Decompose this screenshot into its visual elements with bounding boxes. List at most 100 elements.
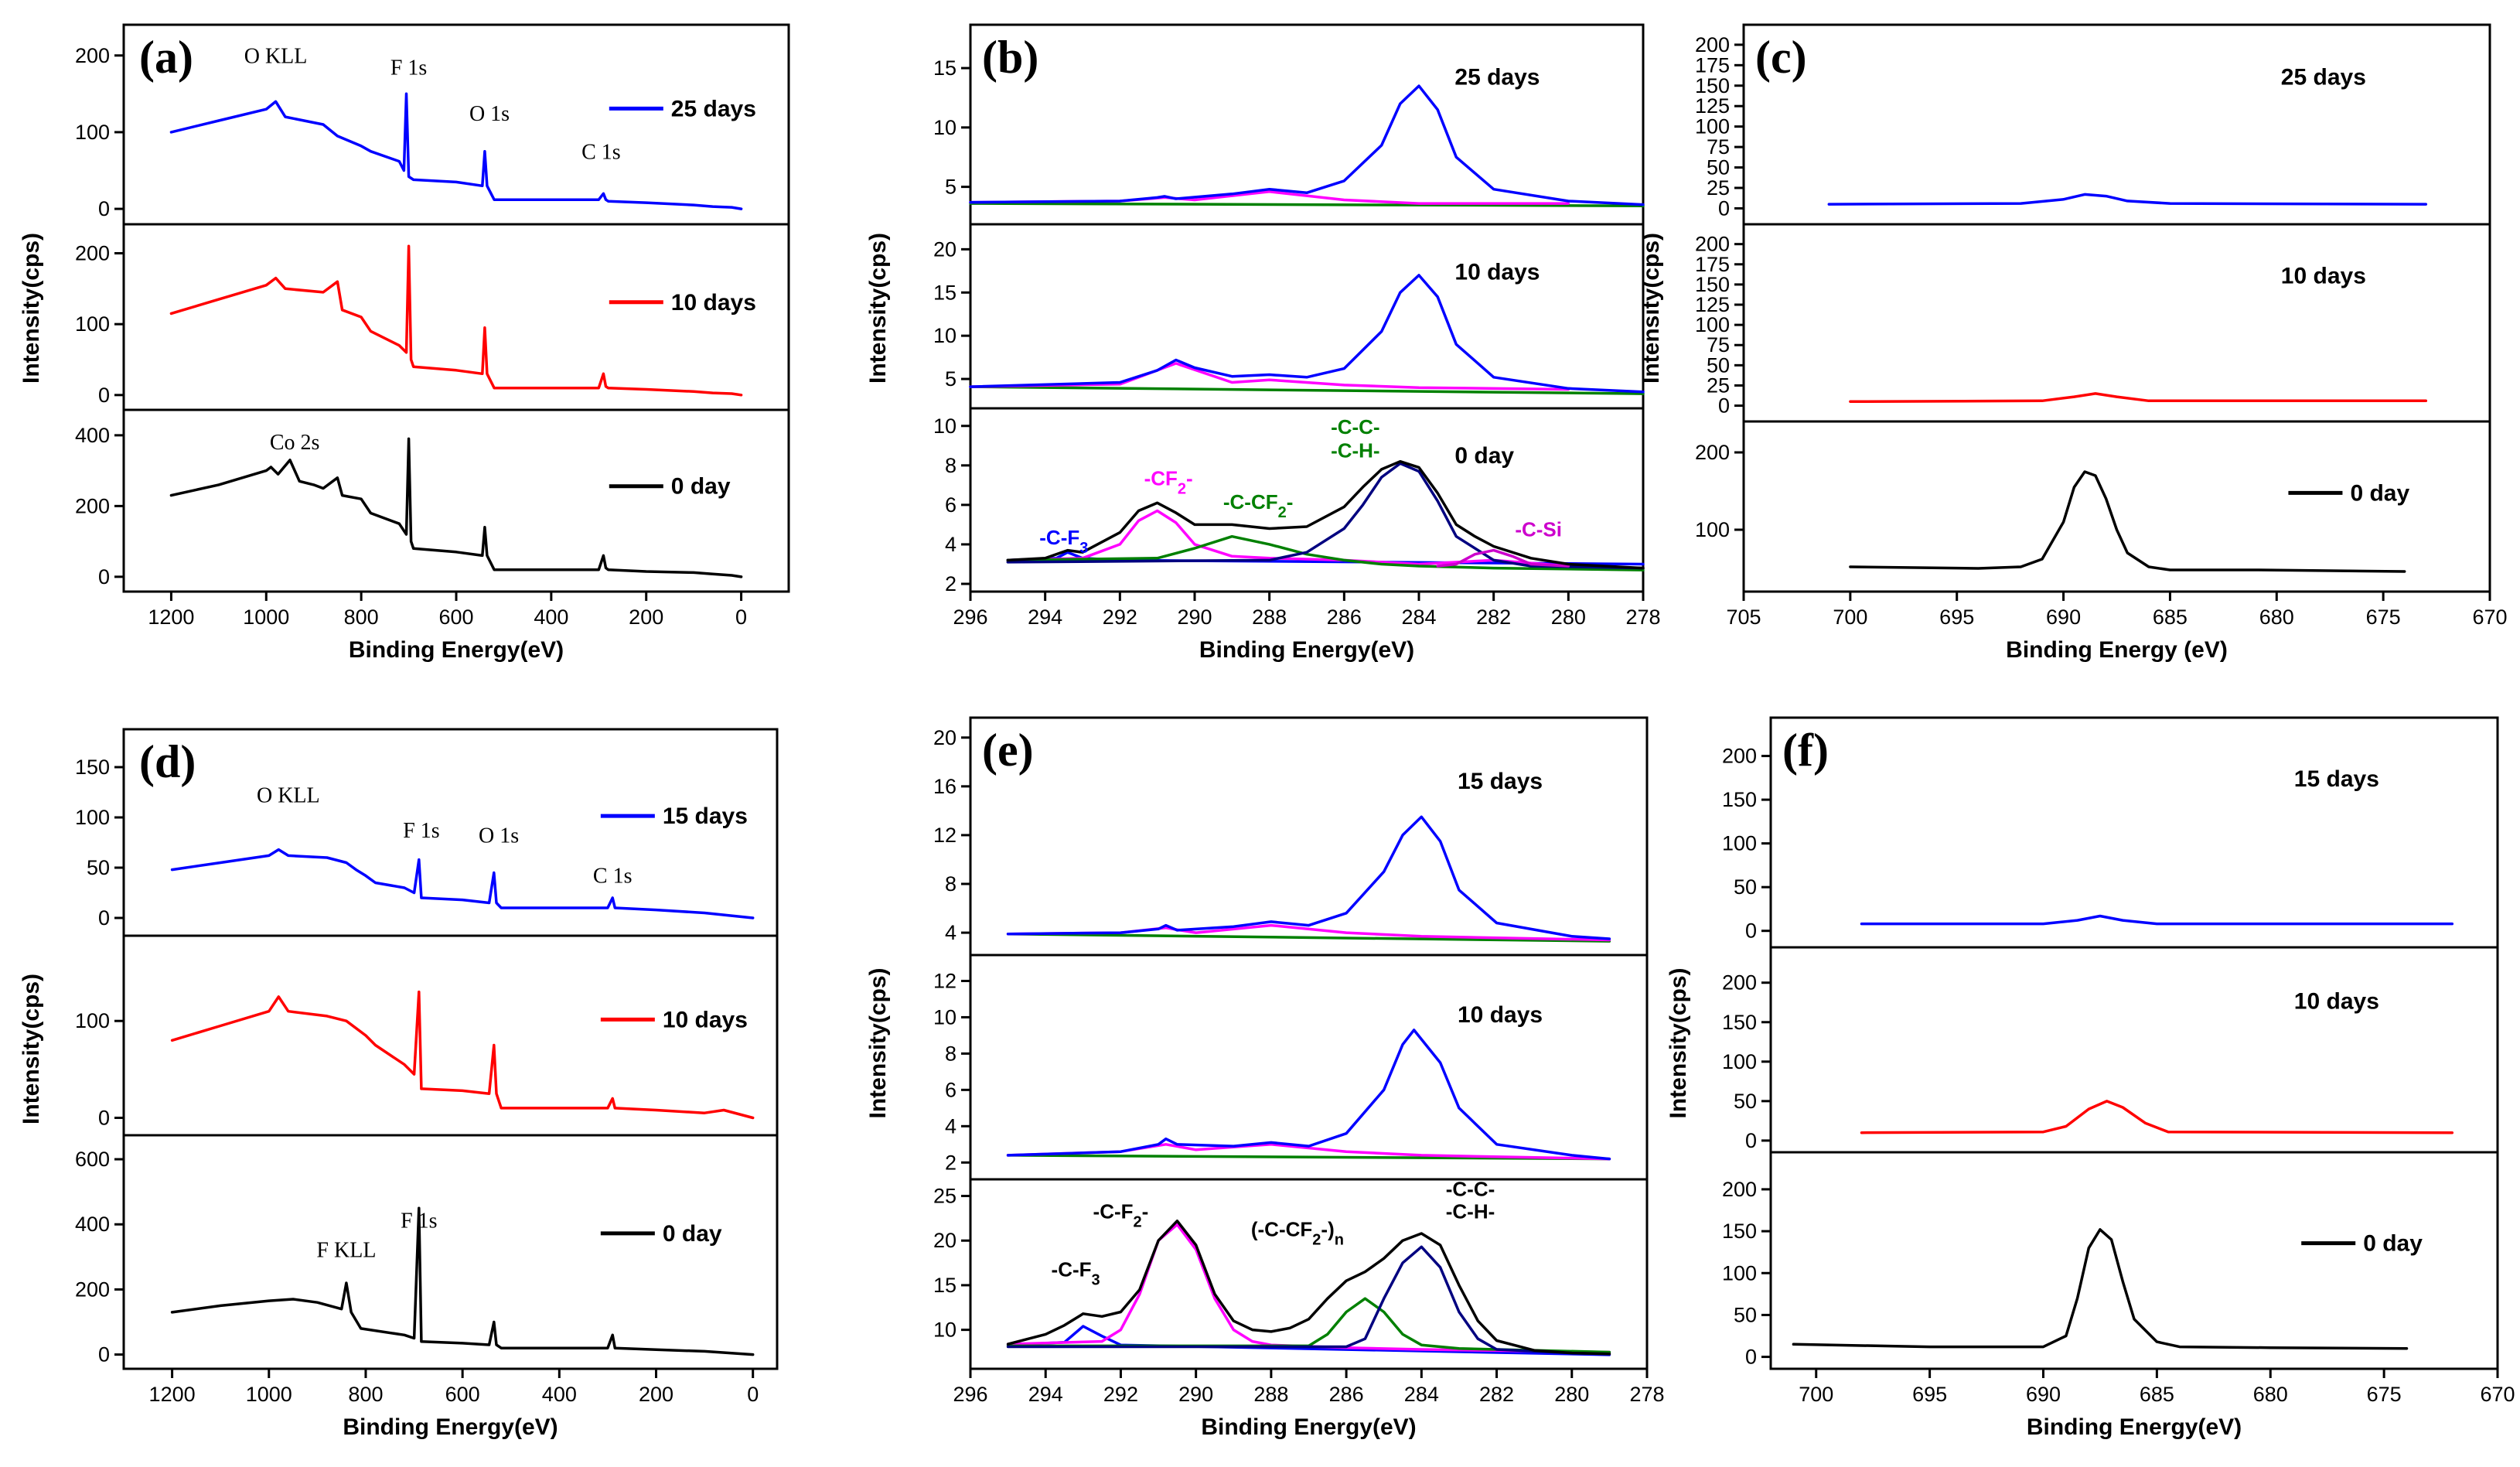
plot-frame	[122, 728, 779, 1370]
y-tick-label: 5	[945, 176, 957, 199]
y-tick-label: 50	[1707, 156, 1730, 179]
y-axis-title: Intensity(cps)	[865, 233, 891, 384]
peak-annotation: O 1s	[479, 824, 519, 848]
series-10-days	[169, 244, 743, 397]
x-tick-label: 600	[438, 606, 473, 629]
x-axis-title: Binding Energy(eV)	[1201, 1414, 1416, 1440]
x-tick-label: 280	[1554, 1383, 1589, 1406]
y-axis-title: Intensity(cps)	[19, 233, 44, 384]
subplot-f-3: 0 50 100 150 200 0 day	[1722, 1151, 2498, 1369]
x-tick-label: 292	[1103, 606, 1137, 629]
subplot-a-1: 0 100 200 25 days O KLL F 1s O 1s C 1s	[75, 44, 756, 220]
series-0-day	[169, 437, 743, 578]
x-tick-label: 695	[1939, 606, 1974, 629]
y-tick-label: 100	[1695, 115, 1730, 138]
panel-b: 5 10 15 25 days 5 10 15 20 10 days 2 4 6 8 10 0 day -C-…	[865, 23, 1661, 663]
x-tick-label: 200	[629, 606, 663, 629]
y-tick-label: 125	[1695, 94, 1730, 118]
y-tick-label: 6	[945, 1078, 957, 1101]
x-tick-label: 700	[1833, 606, 1867, 629]
y-axis-title: Intensity(cps)	[1666, 967, 1691, 1118]
y-tick-label: 20	[933, 1229, 957, 1252]
y-tick-label: 2	[945, 572, 957, 595]
x-tick-label: 0	[735, 606, 747, 629]
peak-annotation: -C-F3	[1052, 1257, 1100, 1288]
y-tick-label: 6	[945, 493, 957, 517]
series-total	[969, 274, 1645, 394]
x-tick-label: 695	[1912, 1383, 1947, 1406]
y-tick-label: 2	[945, 1151, 957, 1174]
series-total	[1006, 459, 1645, 570]
panel-letter: (c)	[1755, 32, 1807, 83]
y-tick-label: 12	[933, 969, 957, 992]
y-tick-label: 150	[1722, 1011, 1757, 1034]
peak-annotation: -CF2-	[1144, 466, 1193, 497]
y-tick-label: 0	[98, 197, 110, 220]
legend-label: 25 days	[671, 96, 756, 121]
panel-f: 0 50 100 150 200 15 days 0 50 100 150 200 10 days 0 5…	[1666, 716, 2515, 1440]
series-c-f3	[969, 385, 1645, 395]
y-axis-title: Intensity(cps)	[865, 967, 891, 1118]
x-tick-label: 286	[1327, 606, 1362, 629]
subplot-a-2: 0 100 200 10 days	[75, 223, 789, 407]
peak-annotation: -C-H-	[1331, 439, 1380, 462]
x-tick-label: 670	[2480, 1383, 2515, 1406]
subplot-c-3: 100 200 0 day	[1695, 420, 2490, 573]
series-25-days	[1827, 193, 2428, 206]
x-tick-label: 680	[2253, 1383, 2288, 1406]
x-tick-label: 400	[534, 606, 568, 629]
x-tick-label: 288	[1252, 606, 1287, 629]
x-tick-label: 290	[1177, 606, 1212, 629]
series-cf2	[1006, 509, 1645, 570]
x-tick-label: 1000	[246, 1383, 292, 1406]
peak-annotation: (-C-CF2-)n	[1251, 1217, 1344, 1248]
subplot-label: 15 days	[1458, 769, 1543, 794]
y-tick-label: 100	[75, 806, 110, 829]
y-tick-label: 100	[1695, 313, 1730, 336]
legend-label: 0 day	[2363, 1231, 2423, 1257]
x-tick-label: 685	[2153, 606, 2188, 629]
x-tick-label: 200	[639, 1383, 673, 1406]
series-c-c-c-h	[1006, 1245, 1611, 1356]
panel-letter: (f)	[1782, 725, 1829, 776]
peak-annotation: -C-CF2-	[1223, 490, 1294, 521]
x-tick-label: 278	[1625, 606, 1660, 629]
plot-frame	[1742, 23, 2491, 593]
series-10-days	[1860, 1100, 2454, 1134]
y-tick-label: 50	[1734, 875, 1757, 899]
x-tick-label: 800	[344, 606, 379, 629]
y-tick-label: 50	[1707, 353, 1730, 377]
y-tick-label: 20	[933, 726, 957, 749]
subplot-label: 15 days	[2294, 766, 2379, 792]
legend-label: 15 days	[663, 803, 748, 829]
y-tick-label: 100	[75, 312, 110, 336]
subplot-b-1: 5 10 15 25 days	[933, 56, 1645, 207]
series-c-c-c-h	[1006, 462, 1645, 570]
series-15-days	[1860, 914, 2454, 926]
subplot-e-1: 4 8 12 16 20 15 days	[933, 726, 1611, 944]
peak-annotation: -C-H-	[1446, 1199, 1495, 1223]
y-tick-label: 8	[945, 1042, 957, 1065]
x-tick-label: 296	[953, 1383, 987, 1406]
panel-letter: (b)	[982, 32, 1038, 83]
peak-annotation: C 1s	[593, 865, 633, 889]
y-tick-label: 150	[1722, 788, 1757, 811]
y-tick-label: 10	[933, 324, 957, 347]
subplot-d-1: 0 50 100 150 15 days O KLL F 1s O 1s C 1s	[75, 756, 755, 930]
x-axis-title: Binding Energy(eV)	[343, 1414, 558, 1440]
peak-annotation: Co 2s	[270, 431, 320, 455]
legend-label: 0 day	[671, 474, 731, 500]
legend-label: 0 day	[2350, 480, 2409, 506]
y-tick-label: 200	[1695, 441, 1730, 464]
y-tick-label: 16	[933, 775, 957, 798]
x-tick-label: 1000	[243, 606, 289, 629]
y-tick-label: 8	[945, 872, 957, 896]
y-tick-label: 175	[1695, 253, 1730, 276]
series-total	[1006, 815, 1611, 940]
x-axis-title: Binding Energy(eV)	[1199, 637, 1414, 663]
series-25-days	[169, 92, 743, 210]
y-axis-title: Intensity(cps)	[19, 974, 44, 1124]
y-tick-label: 100	[75, 1009, 110, 1032]
x-tick-label: 1200	[148, 606, 194, 629]
